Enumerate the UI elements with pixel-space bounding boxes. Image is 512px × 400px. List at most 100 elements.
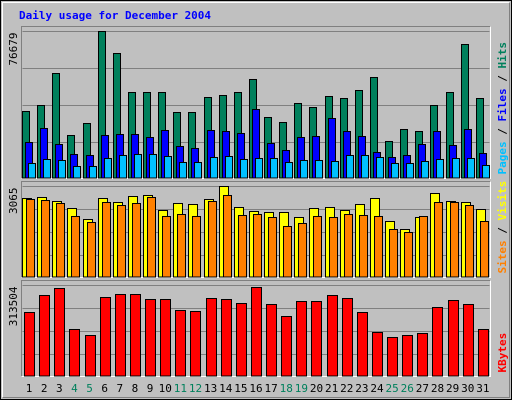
visits-sites-panel-shadow [21,181,491,278]
bar-pages [482,165,490,179]
bar-kbytes [100,297,111,377]
day-label: 17 [265,382,278,395]
bar-kbytes [85,335,96,377]
legend: Sites / Visits [496,181,509,274]
kbytes-panel-shadow [21,280,491,377]
bar-pages [300,160,308,179]
day-label: 8 [132,382,139,395]
day-label: 26 [401,382,414,395]
day-label: 12 [189,382,202,395]
day-label: 14 [219,382,233,395]
bar-kbytes [281,316,292,377]
bar-kbytes [145,299,156,377]
bar-sites [404,232,413,278]
bar-kbytes [24,312,35,377]
day-label: 24 [370,382,384,395]
max-label: 313504 [7,286,20,326]
bar-pages [89,166,97,179]
bar-kbytes [69,329,80,377]
day-label: 10 [159,382,172,395]
legend-item-kbytes: KBytes [496,333,509,373]
bar-pages [194,162,202,179]
bar-pages [104,158,112,179]
bar-pages [285,162,293,179]
bar-kbytes [160,299,171,377]
bar-sites [208,201,217,278]
bar-sites [389,229,398,278]
bar-pages [255,158,263,179]
bar-kbytes [463,304,474,377]
day-label: 29 [446,382,459,395]
bar-sites [41,200,50,278]
legend-item-pages: Pages [496,141,509,174]
bar-sites [71,216,80,278]
bar-sites [162,216,171,278]
legend-item-hits: Hits [496,42,509,69]
bar-sites [434,202,443,278]
bar-sites [253,214,262,278]
bar-sites [102,202,111,278]
bar-pages [73,166,81,179]
bar-kbytes [387,337,398,377]
bar-pages [421,161,429,179]
bar-kbytes [251,287,262,377]
bar-kbytes [448,300,459,377]
bar-pages [361,155,369,179]
max-label: 76679 [7,33,20,66]
bar-pages [28,163,36,179]
bar-kbytes [417,333,428,377]
day-label: 27 [416,382,429,395]
bar-sites [56,203,65,278]
hits-files-pages-panel-shadow [21,26,491,179]
bar-kbytes [266,304,277,377]
bar-pages [240,159,248,179]
legend-separator: / [496,69,509,89]
bar-sites [26,199,35,278]
day-label: 25 [386,382,399,395]
bar-sites [465,205,474,278]
bar-sites [268,217,277,278]
bar-pages [331,161,339,179]
bar-sites [344,214,353,278]
bar-pages [452,158,460,179]
day-label: 2 [41,382,48,395]
day-label: 15 [234,382,247,395]
bar-pages [58,160,66,179]
day-label: 13 [204,382,217,395]
bar-sites [192,216,201,278]
bar-pages [164,156,172,179]
bar-pages [391,163,399,179]
legend: Pages / Files / Hits [496,42,509,175]
bar-sites [223,195,232,278]
day-label: 19 [295,382,308,395]
bar-sites [450,202,459,278]
bar-sites [177,214,186,278]
day-label: 1 [26,382,33,395]
bar-kbytes [236,303,247,377]
day-label: 5 [86,382,93,395]
bar-kbytes [311,301,322,377]
bar-kbytes [54,288,65,377]
legend-separator: / [496,122,509,142]
bar-kbytes [206,298,217,377]
legend: KBytes [496,333,509,373]
bar-sites [87,222,96,278]
bar-sites [419,216,428,278]
day-label: 21 [325,382,338,395]
bar-sites [298,223,307,278]
bar-kbytes [175,310,186,377]
day-label: 6 [101,382,108,395]
day-label: 7 [117,382,124,395]
day-label: 28 [431,382,444,395]
bar-sites [480,221,489,278]
legend-item-files: Files [496,88,509,121]
bar-kbytes [357,312,368,377]
bar-kbytes [130,294,141,377]
bar-pages [134,154,142,179]
bar-kbytes [372,332,383,377]
bar-kbytes [296,301,307,377]
bar-kbytes [327,295,338,377]
bar-sites [132,203,141,278]
bar-pages [225,156,233,179]
bar-pages [270,158,278,179]
